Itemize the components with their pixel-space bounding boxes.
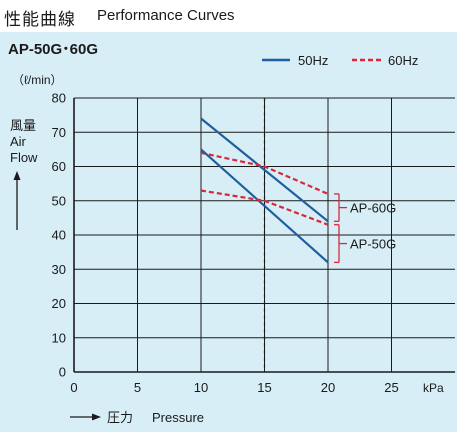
x-axis-arrow-icon (92, 413, 101, 421)
series-line-ap-50g-50hz (200, 148, 329, 264)
page-header: 性能曲線 Performance Curves (0, 0, 457, 30)
x-axis-title: 圧力 Pressure (70, 410, 204, 425)
y-tick-label: 10 (52, 330, 66, 345)
x-tick-label: 25 (384, 380, 398, 395)
x-tick-labels: 0 5 10 15 20 25 (70, 380, 398, 395)
y-axis-arrow-icon (13, 171, 21, 180)
performance-chart: AP-50G･60G 50Hz 60Hz （ℓ/min） 風量 Air Flow… (8, 41, 455, 425)
y-tick-label: 60 (52, 159, 66, 174)
x-tick-label: 10 (194, 380, 208, 395)
y-tick-label: 0 (59, 365, 66, 380)
y-axis-unit: （ℓ/min） (12, 73, 63, 87)
y-axis-title: （ℓ/min） 風量 Air Flow (10, 73, 63, 230)
annotation-label-ap-60g: AP-60G (350, 201, 396, 216)
title-english: Performance Curves (97, 7, 235, 24)
x-axis-label-en: Pressure (152, 410, 204, 425)
y-tick-labels: 0 10 20 30 40 50 60 70 80 (52, 91, 66, 380)
y-tick-label: 30 (52, 262, 66, 277)
y-tick-label: 80 (52, 91, 66, 106)
x-tick-label: 20 (321, 380, 335, 395)
y-tick-label: 70 (52, 125, 66, 140)
y-axis-label-flow: Flow (10, 150, 38, 165)
x-tick-label: 0 (70, 380, 77, 395)
x-axis-label-jp: 圧力 (107, 410, 133, 425)
y-tick-label: 20 (52, 296, 66, 311)
y-tick-label: 50 (52, 193, 66, 208)
chart-panel: AP-50G･60G 50Hz 60Hz （ℓ/min） 風量 Air Flow… (0, 32, 457, 432)
title-japanese: 性能曲線 (4, 10, 76, 29)
legend: 50Hz 60Hz (262, 53, 418, 68)
chart-title: AP-50G･60G (8, 41, 98, 58)
y-tick-label: 40 (52, 228, 66, 243)
x-tick-label: 5 (134, 380, 141, 395)
series-line-ap-60g-60hz (200, 151, 329, 195)
legend-60hz-label: 60Hz (388, 53, 418, 68)
x-axis-unit: kPa (423, 381, 444, 395)
annotation-label-ap-50g: AP-50G (350, 237, 396, 252)
y-axis-label-air: Air (10, 134, 27, 149)
legend-50hz-label: 50Hz (298, 53, 328, 68)
x-tick-label: 15 (257, 380, 271, 395)
series-line-ap-60g-50hz (200, 117, 329, 223)
y-axis-label-jp: 風量 (10, 118, 36, 133)
series-group (200, 117, 329, 264)
series-line-ap-50g-60hz (200, 189, 329, 226)
annotations: AP-60G AP-50G (334, 193, 396, 264)
